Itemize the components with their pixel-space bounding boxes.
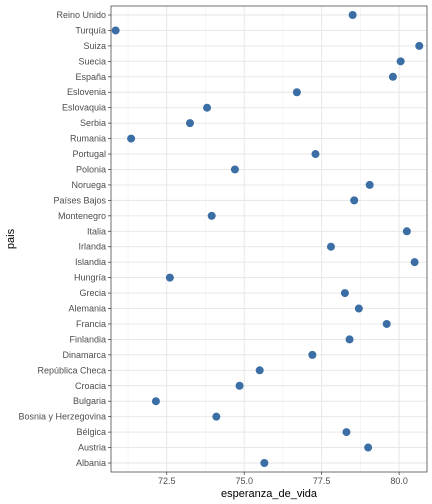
y-tick-label: Albania bbox=[76, 458, 106, 468]
data-point bbox=[365, 180, 374, 189]
data-point bbox=[260, 459, 269, 467]
y-tick-label: Suecia bbox=[78, 56, 106, 66]
x-axis-title: esperanza_de_vida bbox=[221, 488, 318, 500]
data-point bbox=[340, 289, 349, 298]
y-tick-label: República Checa bbox=[37, 365, 106, 375]
data-point bbox=[382, 319, 391, 328]
data-point bbox=[388, 72, 397, 81]
data-points bbox=[111, 11, 424, 467]
data-point bbox=[354, 304, 363, 313]
y-tick-label: Serbia bbox=[80, 118, 106, 128]
data-point bbox=[292, 88, 301, 97]
y-tick-label: Suiza bbox=[83, 41, 106, 51]
y-tick-label: Montenegro bbox=[58, 211, 106, 221]
y-tick-label: Países Bajos bbox=[53, 195, 106, 205]
data-point bbox=[402, 227, 411, 236]
y-tick-label: Grecia bbox=[79, 288, 106, 298]
major-gridlines bbox=[111, 6, 427, 472]
y-tick-label: Islandia bbox=[75, 257, 106, 267]
y-tick-label: Eslovenia bbox=[67, 87, 106, 97]
y-tick-label: Eslovaquia bbox=[62, 103, 106, 113]
y-tick-label: Bélgica bbox=[76, 427, 106, 437]
y-tick-label: Rumania bbox=[70, 134, 106, 144]
data-point bbox=[255, 366, 264, 375]
data-point bbox=[364, 443, 373, 452]
data-point bbox=[410, 258, 419, 267]
y-tick-label: Irlanda bbox=[78, 242, 106, 252]
y-tick-label: Italia bbox=[87, 226, 106, 236]
y-tick-label: España bbox=[75, 72, 106, 82]
y-tick-label: Dinamarca bbox=[62, 350, 106, 360]
y-tick-label: Finlandia bbox=[69, 334, 106, 344]
data-point bbox=[345, 335, 354, 344]
y-tick-label: Bosnia y Herzegovina bbox=[18, 412, 106, 422]
x-tick-label: 72.5 bbox=[158, 476, 176, 486]
data-point bbox=[165, 273, 174, 282]
y-axis-title: pais bbox=[5, 228, 17, 249]
minor-gridlines bbox=[127, 6, 361, 472]
data-point bbox=[326, 242, 335, 251]
y-tick-label: Hungría bbox=[74, 273, 106, 283]
y-tick-label: Austria bbox=[78, 443, 106, 453]
y-tick-label: Polonia bbox=[76, 164, 106, 174]
data-point bbox=[415, 41, 424, 50]
y-tick-label: Bulgaria bbox=[73, 396, 106, 406]
data-point bbox=[396, 57, 405, 66]
y-tick-label: Reino Unido bbox=[56, 10, 106, 20]
panel-background bbox=[111, 6, 427, 472]
x-axis-ticks: 72.5 75.0 77.5 80.0 bbox=[158, 472, 408, 486]
y-tick-label: Francia bbox=[76, 319, 106, 329]
data-point bbox=[230, 165, 239, 174]
data-point bbox=[127, 134, 136, 143]
data-point bbox=[342, 428, 351, 437]
x-tick-label: 77.5 bbox=[313, 476, 331, 486]
data-point bbox=[207, 211, 216, 220]
y-tick-label: Alemania bbox=[68, 304, 106, 314]
data-point bbox=[186, 119, 194, 128]
data-point bbox=[311, 150, 320, 159]
y-tick-label: Croacia bbox=[75, 381, 106, 391]
data-point bbox=[151, 397, 160, 406]
data-point bbox=[203, 103, 212, 112]
y-tick-label: Portugal bbox=[72, 149, 106, 159]
y-axis-ticks: Albania Austria Bélgica Bosnia y Herzegovin… bbox=[18, 10, 111, 468]
data-point bbox=[235, 381, 244, 390]
y-tick-label: Turquía bbox=[75, 25, 106, 35]
data-point bbox=[308, 350, 317, 359]
data-point bbox=[350, 196, 359, 205]
data-point bbox=[111, 26, 120, 35]
y-tick-label: Noruega bbox=[71, 180, 106, 190]
x-tick-label: 75.0 bbox=[235, 476, 253, 486]
data-point bbox=[348, 11, 357, 19]
panel-border bbox=[110, 5, 428, 473]
data-point bbox=[212, 412, 221, 421]
x-tick-label: 80.0 bbox=[390, 476, 408, 486]
